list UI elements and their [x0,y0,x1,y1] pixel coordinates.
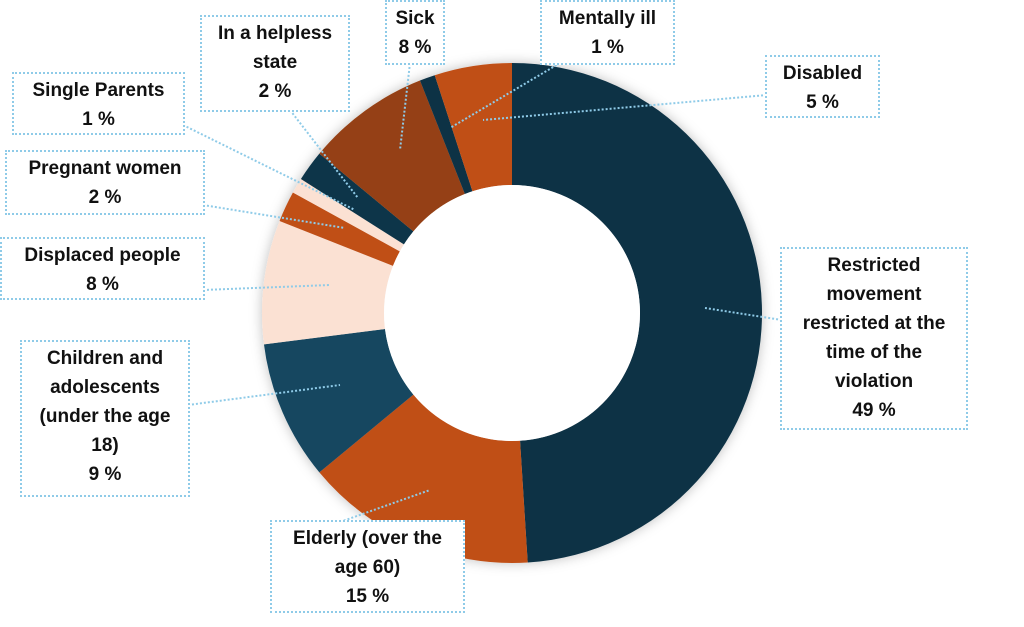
leader-line-2 [187,384,341,406]
data-label-3: Displaced people 8 % [0,237,205,300]
slice-2 [263,329,414,473]
slice-6 [300,153,414,245]
label-text: 18) [91,435,119,456]
slice-9 [434,63,512,192]
leader-line-0 [704,307,783,321]
data-label-4: Pregnant women 2 % [5,150,205,215]
data-label-5: Single Parents 1 % [12,72,185,135]
data-label-8: Mentally ill 1 % [540,0,675,65]
label-value: 9 % [88,464,122,485]
label-value: 8 % [398,37,432,58]
slice-3 [261,220,393,345]
label-value: 49 % [852,400,896,421]
leader-line-3 [202,284,331,291]
label-text: Children and [46,348,164,369]
leader-line-8 [449,62,561,129]
label-text: time of the [825,342,923,363]
label-text: Single Parents [32,80,165,101]
label-value: 5 % [806,92,839,113]
label-text: age 60) [334,557,401,578]
label-value: 2 % [258,81,292,102]
leader-line-9 [482,94,768,121]
slice-4 [279,192,400,266]
label-text: (under the age [39,406,171,427]
label-text: movement [826,284,922,305]
label-text: In a helpless [217,23,333,44]
label-text: state [252,52,298,73]
label-text: restricted at the [802,313,946,334]
label-text: Disabled [782,63,863,84]
label-text: violation [834,371,914,392]
slice-5 [292,179,404,252]
label-text: Displaced people [24,245,181,266]
label-text: Mentally ill [558,8,657,29]
label-text: Restricted [827,255,921,276]
label-value: 2 % [88,187,122,208]
slice-1 [319,394,528,563]
data-label-1: Elderly (over the age 60) 15 % [270,520,465,613]
label-text: Sick [395,8,435,29]
data-label-7: Sick 8 % [385,0,445,65]
data-label-6: In a helpless state 2 % [200,15,350,112]
data-label-0: Restricted movement restricted at the time … [780,247,968,430]
label-text: Elderly (over the [293,528,442,549]
label-text: Pregnant women [28,158,182,179]
label-value: 15 % [345,586,390,607]
donut-hole [384,185,640,441]
slice-8 [419,75,473,194]
slice-0 [512,63,762,563]
label-value: 1 % [82,109,115,130]
label-value: 1 % [591,37,624,58]
leader-line-6 [289,109,359,199]
slice-7 [319,80,465,232]
label-text: adolescents [50,377,160,398]
data-label-9: Disabled 5 % [765,55,880,118]
data-label-2: Children and adolescents (under the age 18)… [20,340,190,497]
label-value: 8 % [86,274,119,295]
leader-line-7 [399,62,411,151]
